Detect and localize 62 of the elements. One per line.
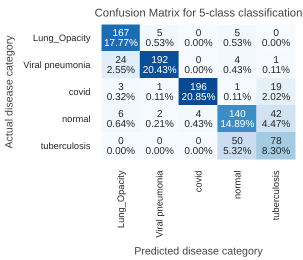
annotation: 14.89% <box>220 118 254 130</box>
annotation: 0.00% <box>262 38 290 49</box>
y-tick-label: covid <box>68 87 91 97</box>
data-label: 167 <box>112 28 130 40</box>
data-label: 192 <box>151 55 168 66</box>
data-label: 1 <box>273 55 280 66</box>
annotation: 0.43% <box>184 118 213 130</box>
annotation: 20.43% <box>142 64 177 76</box>
annotation: 0.11% <box>223 92 252 103</box>
data-label: 140 <box>228 109 246 120</box>
annotation: 0.53% <box>146 38 174 49</box>
annotation: 2.55% <box>106 64 136 76</box>
data-label: 0 <box>118 136 124 148</box>
annotation: 20.85% <box>182 92 216 103</box>
annotation: 0.00% <box>184 38 213 49</box>
data-label: 0 <box>196 28 202 40</box>
annotation: 0.64% <box>106 118 136 130</box>
data-label: 1 <box>156 82 163 94</box>
data-label: 0 <box>196 136 202 148</box>
annotation: 0.53% <box>223 38 252 49</box>
annotation: 0.11% <box>146 92 174 103</box>
data-label: 50 <box>232 136 244 148</box>
annotation: 0.43% <box>223 64 252 76</box>
annotation: 0.00% <box>184 146 213 157</box>
annotation: 0.21% <box>146 118 174 130</box>
data-label: 0 <box>156 136 163 148</box>
data-label: 196 <box>190 82 208 94</box>
data-label: 1 <box>234 82 241 94</box>
x-tick-label: covid <box>194 170 204 192</box>
annotation: 0.11% <box>262 64 290 76</box>
x-tick-label: normal <box>232 170 242 200</box>
annotation: 4.47% <box>262 118 290 130</box>
data-label: 0 <box>273 28 280 40</box>
data-label: 24 <box>115 55 127 66</box>
data-label: 42 <box>270 109 282 120</box>
y-tick-label: tuberculosis <box>40 141 91 151</box>
annotation: 0.32% <box>106 92 136 103</box>
data-label: 0 <box>196 55 202 66</box>
data-label: 5 <box>156 28 163 40</box>
y-tick-label: Viral pneumonia <box>23 60 92 70</box>
data-label: 6 <box>118 109 124 120</box>
annotation: 2.02% <box>262 92 290 103</box>
y-tick-label: normal <box>62 114 91 124</box>
data-label: 4 <box>196 109 202 120</box>
annotation: 0.00% <box>184 64 213 76</box>
x-axis-title: Predicted disease category <box>134 246 264 258</box>
data-label: 78 <box>270 136 282 148</box>
y-tick-label: Lung_Opacity <box>32 33 91 43</box>
annotation: 5.32% <box>223 146 252 157</box>
x-tick-label: Viral pneumonia <box>154 170 165 238</box>
annotation: 0.00% <box>106 146 136 157</box>
x-tick-label: tuberculosis <box>271 170 282 220</box>
data-label: 19 <box>270 82 282 94</box>
data-label: 3 <box>118 82 124 94</box>
data-label: 4 <box>234 55 241 66</box>
annotation: 17.77% <box>104 38 138 49</box>
annotation: 0.00% <box>146 146 174 157</box>
data-label: 2 <box>156 109 163 120</box>
chart-title: Confusion Matrix for 5-class classification <box>94 8 302 20</box>
y-axis-title: Actual disease category <box>3 34 16 149</box>
data-label: 5 <box>234 28 241 40</box>
annotation: 8.30% <box>262 146 290 157</box>
